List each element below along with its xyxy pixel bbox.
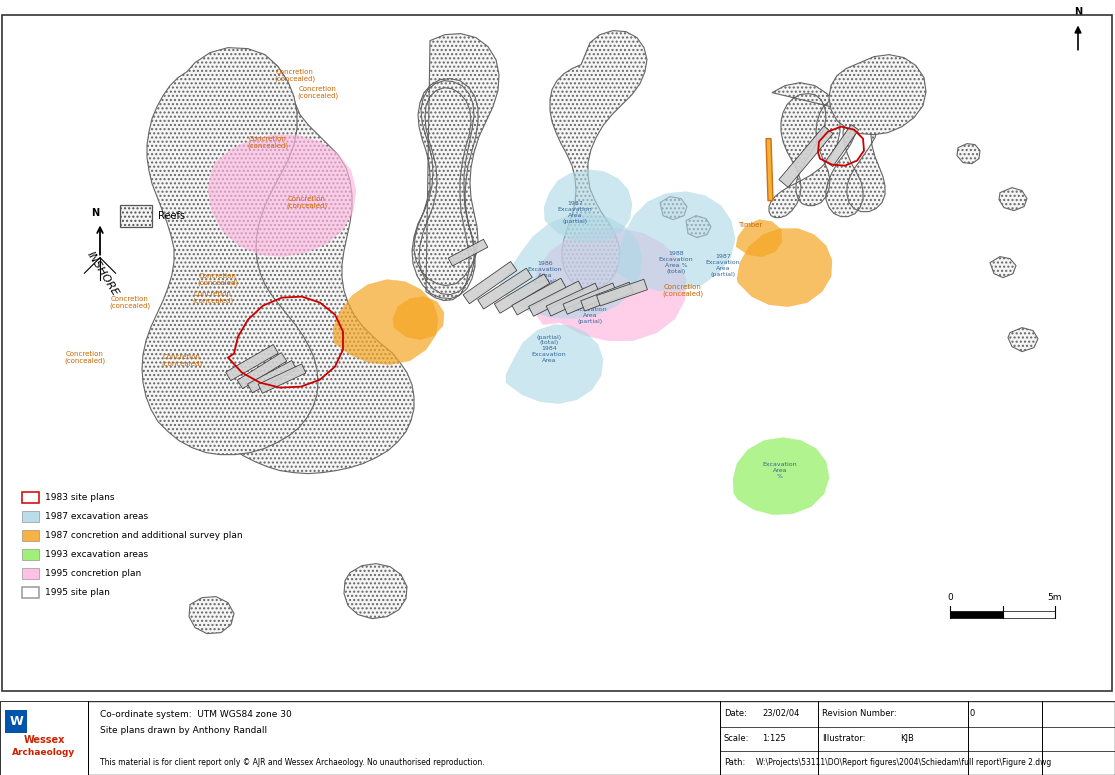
- Polygon shape: [546, 283, 600, 316]
- Polygon shape: [617, 191, 735, 291]
- Polygon shape: [512, 278, 566, 315]
- Text: Concretion
(concealed): Concretion (concealed): [197, 273, 239, 287]
- Text: Path:: Path:: [724, 759, 745, 767]
- Polygon shape: [498, 214, 642, 319]
- Polygon shape: [990, 257, 1016, 277]
- Text: 1987
Excavation
Area
(partial): 1987 Excavation Area (partial): [706, 254, 740, 277]
- Polygon shape: [333, 280, 438, 364]
- Polygon shape: [532, 229, 686, 341]
- Polygon shape: [413, 33, 500, 301]
- Polygon shape: [736, 219, 782, 257]
- Polygon shape: [825, 125, 859, 167]
- Polygon shape: [209, 135, 356, 257]
- Text: Reefs: Reefs: [158, 211, 185, 221]
- Polygon shape: [529, 281, 583, 316]
- Polygon shape: [550, 31, 647, 288]
- Text: 23/02/04: 23/02/04: [762, 709, 799, 718]
- Polygon shape: [544, 170, 632, 243]
- Text: INSHORE: INSHORE: [86, 250, 120, 298]
- Polygon shape: [597, 279, 648, 306]
- Text: 1983 site plans: 1983 site plans: [45, 493, 115, 501]
- Text: Concretion
(concealed): Concretion (concealed): [65, 351, 106, 364]
- Bar: [22, 549, 39, 560]
- Text: Timber: Timber: [738, 222, 763, 228]
- Bar: [22, 511, 39, 522]
- Polygon shape: [190, 597, 234, 634]
- Polygon shape: [660, 197, 687, 219]
- Polygon shape: [506, 325, 603, 404]
- Text: N: N: [1074, 7, 1082, 16]
- Text: Concretion
(concealed): Concretion (concealed): [274, 69, 316, 82]
- Bar: [22, 529, 39, 541]
- Polygon shape: [477, 268, 532, 309]
- Polygon shape: [733, 438, 828, 515]
- Polygon shape: [448, 239, 487, 266]
- Polygon shape: [120, 205, 152, 226]
- Polygon shape: [779, 126, 833, 188]
- Text: Illustrator:: Illustrator:: [822, 734, 865, 743]
- Text: 1987
Excavation
Area
(partial): 1987 Excavation Area (partial): [558, 202, 592, 224]
- Text: 0: 0: [970, 709, 976, 718]
- Polygon shape: [392, 297, 444, 339]
- Text: Date:: Date:: [724, 709, 747, 718]
- Text: 1987 concretion and additional survey plan: 1987 concretion and additional survey pl…: [45, 531, 243, 539]
- Text: N: N: [91, 208, 99, 218]
- Text: 1995 concretion plan: 1995 concretion plan: [45, 569, 142, 577]
- Polygon shape: [769, 83, 885, 218]
- Polygon shape: [686, 215, 711, 238]
- Text: This material is for client report only © AJR and Wessex Archaeology. No unautho: This material is for client report only …: [100, 759, 485, 767]
- Polygon shape: [494, 274, 550, 313]
- Text: Site plans drawn by Anthony Randall: Site plans drawn by Anthony Randall: [100, 726, 268, 735]
- Polygon shape: [581, 282, 633, 311]
- Polygon shape: [248, 360, 297, 393]
- Polygon shape: [345, 563, 407, 618]
- Polygon shape: [999, 188, 1027, 211]
- Text: 1995 site plan: 1995 site plan: [45, 587, 110, 597]
- Text: 0: 0: [947, 593, 953, 601]
- Text: W: W: [9, 715, 23, 728]
- Polygon shape: [766, 139, 773, 201]
- Text: Co-ordinate system:  UTM WGS84 zone 30: Co-ordinate system: UTM WGS84 zone 30: [100, 710, 292, 719]
- Text: Concretion
(concealed): Concretion (concealed): [248, 136, 289, 150]
- Bar: [22, 491, 39, 503]
- Polygon shape: [828, 54, 925, 135]
- Bar: [950, 611, 1002, 618]
- Polygon shape: [259, 364, 306, 393]
- Text: 1987 excavation areas: 1987 excavation areas: [45, 512, 148, 521]
- Text: 1986
Excavation
Area
(partial): 1986 Excavation Area (partial): [527, 261, 562, 284]
- Text: 1:125: 1:125: [762, 734, 786, 743]
- Text: 5m: 5m: [1048, 593, 1063, 601]
- Bar: [0, 701, 88, 775]
- Text: Concretion
(concealed): Concretion (concealed): [298, 86, 339, 99]
- Text: 1988
Excavation
Area %
(total): 1988 Excavation Area % (total): [659, 251, 694, 274]
- Polygon shape: [142, 47, 318, 455]
- Text: Revision Number:: Revision Number:: [822, 709, 896, 718]
- Text: Concretion
(concealed): Concretion (concealed): [109, 296, 151, 309]
- Polygon shape: [737, 229, 832, 307]
- Text: Concretion
(concealed): Concretion (concealed): [287, 196, 328, 209]
- Text: Concretion
(concealed): Concretion (concealed): [162, 354, 203, 367]
- Text: Scale:: Scale:: [724, 734, 749, 743]
- Bar: [22, 567, 39, 579]
- Text: Excavation
Area
%: Excavation Area %: [763, 463, 797, 479]
- Polygon shape: [1008, 328, 1038, 352]
- Text: Concretion
(concealed): Concretion (concealed): [662, 284, 704, 298]
- Polygon shape: [957, 143, 980, 164]
- Text: KJB: KJB: [900, 734, 914, 743]
- Bar: [4, 711, 27, 732]
- Bar: [22, 587, 39, 598]
- Text: W:\Projects\53111\DO\Report figures\2004\Schiedam\full report\Figure 2.dwg: W:\Projects\53111\DO\Report figures\2004…: [756, 759, 1051, 767]
- Polygon shape: [237, 353, 287, 388]
- Text: (partial)
(total)
1984
Excavation
Area: (partial) (total) 1984 Excavation Area: [532, 335, 566, 363]
- Text: Concretion
(concealed): Concretion (concealed): [193, 291, 233, 305]
- Polygon shape: [225, 345, 279, 381]
- Polygon shape: [198, 53, 414, 474]
- Text: 1993 excavation areas: 1993 excavation areas: [45, 549, 148, 559]
- Text: Archaeology: Archaeology: [12, 749, 76, 757]
- Polygon shape: [563, 283, 617, 314]
- Polygon shape: [463, 261, 517, 304]
- Text: Wessex: Wessex: [23, 735, 65, 745]
- Text: 1995
Excavation
Area
(partial): 1995 Excavation Area (partial): [573, 301, 608, 324]
- Bar: [1002, 611, 1055, 618]
